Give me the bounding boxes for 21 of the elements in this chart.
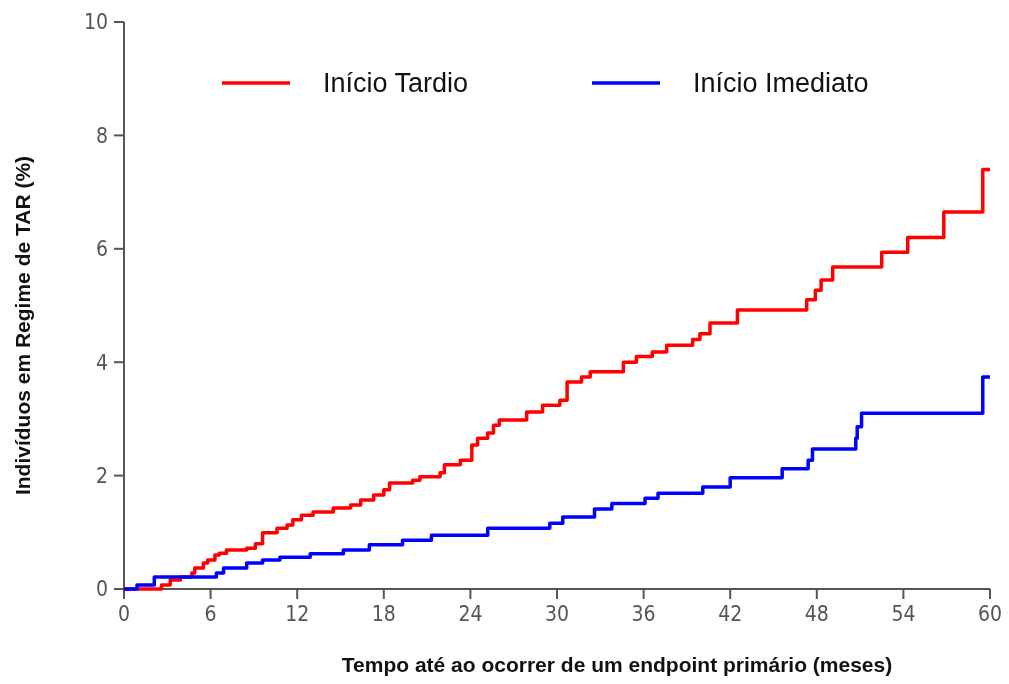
legend-label: Início Imediato	[693, 68, 869, 99]
legend-label: Início Tardio	[323, 68, 469, 99]
y-tick-label: 4	[95, 350, 108, 375]
x-tick-label: 48	[804, 602, 829, 626]
y-tick-label: 10	[83, 10, 108, 35]
x-tick-label: 30	[544, 602, 570, 626]
y-axis-title: Indivíduos em Regime de TAR (%)	[11, 155, 34, 496]
x-tick-label: 18	[371, 602, 396, 626]
y-tick-label: 2	[95, 463, 108, 488]
x-tick-label: 12	[285, 602, 310, 626]
x-axis-title: Tempo até ao ocorrer de um endpoint primário (meses)	[341, 653, 893, 676]
x-tick-label: 36	[631, 602, 656, 626]
y-tick-label: 8	[95, 123, 108, 148]
x-tick-label: 0	[117, 602, 131, 626]
x-tick-label: 42	[718, 602, 743, 626]
x-tick-label: 24	[458, 602, 483, 626]
y-tick-label: 6	[95, 237, 108, 262]
y-tick-label: 0	[95, 577, 108, 602]
x-tick-label: 54	[891, 602, 916, 626]
x-tick-label: 6	[204, 602, 217, 626]
x-tick-label: 60	[977, 602, 1003, 626]
